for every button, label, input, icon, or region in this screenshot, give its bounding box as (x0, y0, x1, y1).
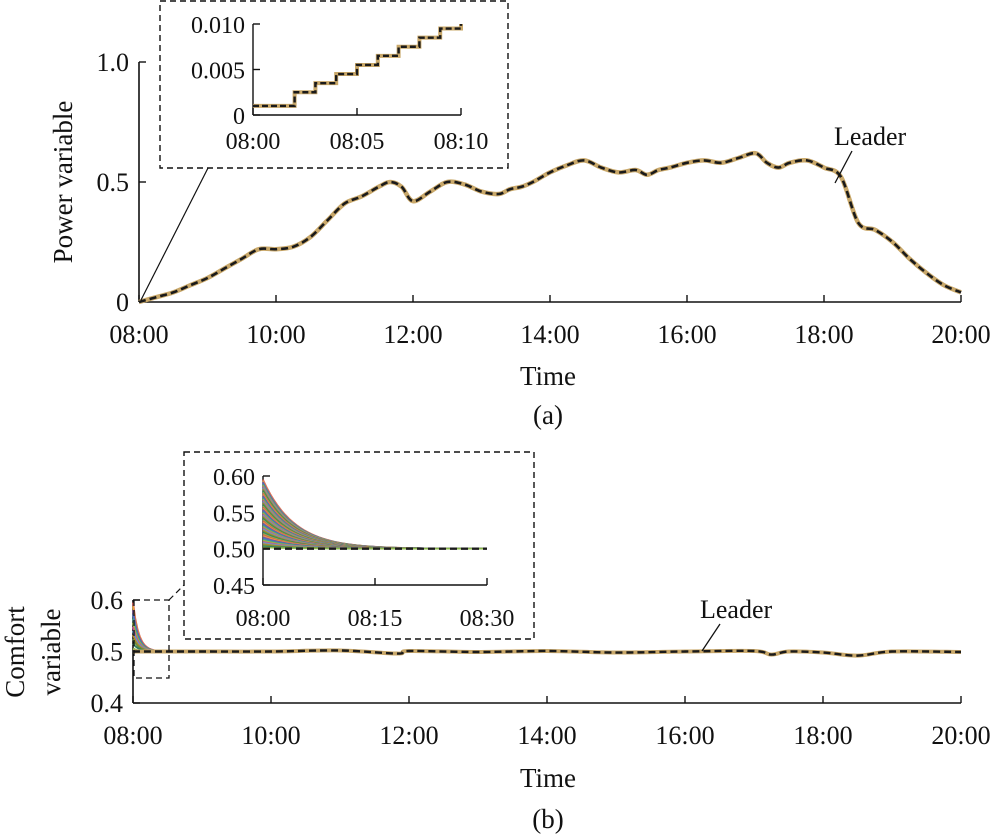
panel-b-x-ticks: 08:00 10:00 12:00 14:00 16:00 18:00 20:00 (103, 696, 991, 750)
panel-b: 08:00 10:00 12:00 14:00 16:00 18:00 20:00 0.40… (0, 451, 991, 834)
panel-a-x-tick-label: 08:00 (109, 320, 168, 349)
panel-b-x-label: Time (520, 763, 576, 793)
panel-a-y-tick-label: 1.0 (97, 48, 130, 77)
panel-b-inset-y-tick-label: 0.60 (213, 465, 255, 491)
panel-b-y-ticks: 0.4 0.5 0.6 (91, 586, 140, 718)
panel-a-y-label: Power variable (48, 101, 78, 264)
panel-a-x-label: Time (520, 361, 576, 391)
panel-b-x-tick-label: 08:00 (103, 721, 162, 750)
panel-a-inset-x-tick-label: 08:05 (330, 129, 385, 155)
panel-b-inset-x-tick-label: 08:30 (460, 606, 515, 632)
panel-a-inset-y-tick-label: 0 (233, 104, 245, 130)
panel-a: 08:00 10:00 12:00 14:00 16:00 18:00 20:00 0 0.5… (48, 0, 991, 430)
panel-b-inset-y-tick-label: 0.45 (213, 574, 255, 600)
panel-b-inset-x-tick-label: 08:15 (348, 606, 403, 632)
panel-a-x-tick-label: 16:00 (657, 320, 716, 349)
panel-b-inset-y-ticks: 0.45 0.50 0.55 0.60 (213, 465, 270, 600)
panel-b-x-tick-label: 20:00 (931, 721, 990, 750)
panel-a-lines (138, 150, 962, 305)
panel-b-inset: 08:00 08:15 08:30 0.45 0.50 0.55 0.60 (213, 465, 514, 632)
panel-b-y-tick-label: 0.6 (91, 586, 124, 615)
panel-a-inset-x-tick-label: 08:00 (226, 129, 281, 155)
panel-a-y-tick-label: 0.5 (97, 168, 130, 197)
panel-b-leader-line (132, 649, 962, 657)
panel-b-y-label-line2: variable (36, 609, 66, 696)
panel-b-y-label-line1: Comfort (0, 606, 30, 698)
panel-b-y-tick-label: 0.4 (91, 689, 124, 718)
panel-a-inset-y-tick-label: 0.005 (191, 59, 245, 85)
panel-a-y-ticks: 0 0.5 1.0 (97, 48, 146, 317)
panel-a-leader-annotation: Leader (834, 122, 907, 151)
panel-a-x-ticks: 08:00 10:00 12:00 14:00 16:00 18:00 20:00 (109, 295, 991, 349)
panel-a-leader-line (138, 151, 962, 304)
panel-a-x-tick-label: 14:00 (520, 320, 579, 349)
panel-b-x-tick-label: 12:00 (379, 721, 438, 750)
panel-b-y-tick-label: 0.5 (91, 638, 124, 667)
panel-a-inset-y-tick-label: 0.010 (191, 13, 245, 39)
panel-b-x-tick-label: 16:00 (655, 721, 714, 750)
panel-a-inset-connector (140, 167, 209, 301)
panel-a-x-tick-label: 18:00 (794, 320, 853, 349)
panel-b-caption: (b) (532, 804, 563, 834)
panel-a-x-tick-label: 20:00 (931, 320, 990, 349)
panel-a-follower-lines (138, 150, 962, 305)
panel-b-zoom-box (133, 599, 170, 679)
panel-a-leader-pointer (834, 150, 853, 184)
panel-b-x-tick-label: 14:00 (517, 721, 576, 750)
panel-a-caption: (a) (533, 400, 563, 430)
panel-a-inset-y-ticks: 0 0.005 0.010 (191, 13, 260, 130)
panel-b-lines (132, 602, 962, 658)
panel-a-inset-leader-steps (253, 24, 463, 108)
panel-a-inset-x-ticks: 08:00 08:05 08:10 (226, 108, 489, 155)
panel-b-leader-annotation: Leader (700, 595, 773, 624)
panel-b-inset-lines (262, 479, 488, 550)
panel-b-leader-pointer (701, 623, 721, 652)
panel-a-inset-lines (253, 24, 463, 108)
panel-b-inset-x-ticks: 08:00 08:15 08:30 (236, 578, 515, 632)
panel-b-inset-x-tick-label: 08:00 (236, 606, 291, 632)
panel-a-y-tick-label: 0 (116, 288, 129, 317)
panel-a-inset-x-tick-label: 08:10 (434, 129, 489, 155)
panel-b-inset-connector (168, 584, 185, 601)
panel-a-x-tick-label: 12:00 (383, 320, 442, 349)
panel-b-inset-y-tick-label: 0.50 (213, 538, 255, 564)
panel-a-x-tick-label: 10:00 (246, 320, 305, 349)
panel-b-x-tick-label: 10:00 (241, 721, 300, 750)
panel-a-inset: 08:00 08:05 08:10 0 0.005 0.010 (191, 13, 488, 155)
panel-b-x-tick-label: 18:00 (793, 721, 852, 750)
panel-b-inset-y-tick-label: 0.55 (213, 501, 255, 527)
